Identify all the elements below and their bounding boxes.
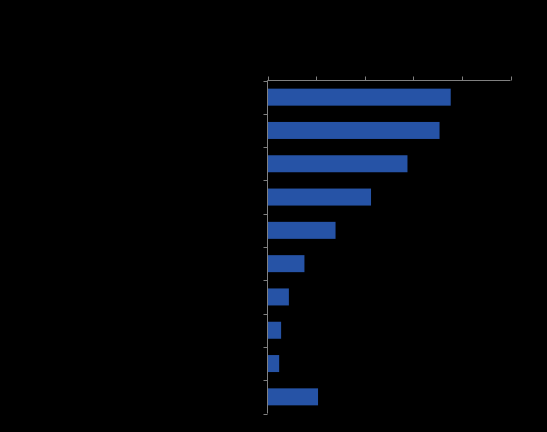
bar (267, 188, 372, 206)
bar (267, 221, 336, 239)
bar (267, 121, 440, 139)
bar (267, 321, 282, 339)
bar (267, 288, 289, 306)
bar (267, 388, 319, 406)
bar (267, 255, 305, 273)
bar (267, 155, 408, 173)
bar (267, 88, 451, 106)
bar (267, 355, 280, 373)
